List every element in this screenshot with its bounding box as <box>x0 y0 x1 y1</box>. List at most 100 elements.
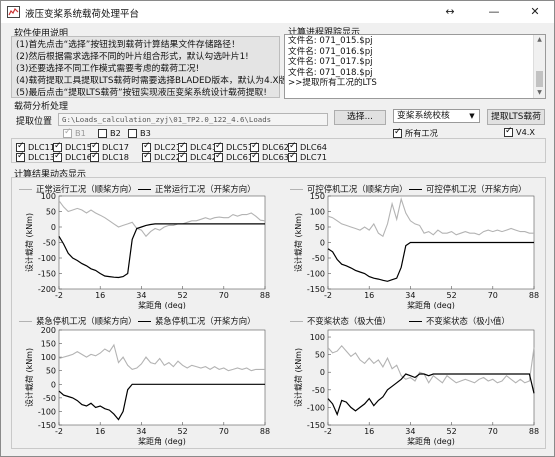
checkbox-dlc16[interactable]: ✓ DLC16 <box>53 150 93 162</box>
y-tick-label: -50 <box>312 386 325 395</box>
legend-swatch <box>409 321 422 322</box>
checkbox-all-cases[interactable]: ✓ 所有工况 <box>393 126 438 138</box>
checkbox-dlc18[interactable]: ✓ DLC18 <box>90 150 130 162</box>
load-chart-3: -2 16 34 52 70 88 -150 -100 -50 0 50 100 150 200 桨距角 (… <box>24 326 270 446</box>
x-axis-label: 桨距角 (deg) <box>138 436 186 446</box>
path-label: 提取位置 <box>16 117 53 127</box>
legend-item-2: 不变桨状态（极小值） <box>409 315 510 327</box>
select-button[interactable]: 选择... <box>334 110 386 125</box>
checkbox-dlc21[interactable]: ✓ DLC21 <box>142 140 182 152</box>
series-line-1 <box>327 197 534 238</box>
legend-swatch <box>138 189 151 190</box>
checkbox-dlc62[interactable]: ✓ DLC62 <box>250 140 290 152</box>
checkbox-dlc41[interactable]: ✓ DLC41 <box>178 140 218 152</box>
y-tick-label: 0 <box>320 368 325 377</box>
checkbox-b3[interactable]: B3 <box>128 128 151 138</box>
x-tick-label: 88 <box>260 427 270 436</box>
analysis-title: 载荷分析处理 <box>14 102 69 112</box>
x-tick-label: 70 <box>219 291 229 300</box>
checkbox-dlc15[interactable]: ✓ DLC15 <box>53 140 93 152</box>
y-tick-label: 150 <box>41 340 56 349</box>
resize-icon[interactable]: ↔ <box>445 5 455 18</box>
x-tick-label: -2 <box>324 291 332 300</box>
y-tick-label: 100 <box>310 333 325 342</box>
series-line-2 <box>58 223 265 279</box>
checkbox-version[interactable]: ✓ V4.X <box>504 125 536 137</box>
legend-item-2: 正常运行工况（开桨方向） <box>138 183 256 195</box>
x-tick-label: 34 <box>405 427 415 436</box>
checkbox-dlc13[interactable]: ✓ DLC13 <box>16 150 56 162</box>
x-tick-label: 52 <box>178 427 188 436</box>
x-tick-label: 70 <box>488 427 498 436</box>
close-button[interactable]: ✕ <box>530 5 540 18</box>
y-tick-label: 0 <box>51 380 56 389</box>
log-scrollbar[interactable]: ▲ ▼ <box>533 35 545 98</box>
legend-label: 紧急停机工况（顺桨方向） <box>36 316 137 326</box>
plot-area <box>58 195 266 290</box>
log-textbox[interactable]: 文件名: 071_015.$pj 文件名: 071_016.$pj 文件名: 0… <box>284 34 546 99</box>
scroll-thumb[interactable] <box>536 71 543 87</box>
x-tick-label: 88 <box>260 291 270 300</box>
checkbox-dlc61[interactable]: ✓ DLC61 <box>214 150 254 162</box>
checkbox-dlc42[interactable]: ✓ DLC42 <box>178 150 218 162</box>
y-tick-label: -100 <box>38 407 56 416</box>
log-line: 文件名: 071_016.$pj <box>288 46 373 57</box>
y-tick-label: 50 <box>46 208 56 217</box>
checkbox-b1[interactable]: ✓ B1 <box>63 126 86 138</box>
y-axis-label: 设计载荷 (kNm) <box>24 348 34 407</box>
checkbox-dlc71[interactable]: ✓ DLC71 <box>288 150 328 162</box>
checkbox-dlc22[interactable]: ✓ DLC22 <box>142 150 182 162</box>
y-tick-label: 200 <box>41 326 56 335</box>
legend-label: 不变桨状态（极大值） <box>307 316 391 326</box>
x-tick-label: 16 <box>95 427 105 436</box>
legend-swatch <box>19 321 32 322</box>
legend-label: 正常运行工况（顺桨方向） <box>36 184 137 194</box>
legend-swatch <box>409 189 422 190</box>
scroll-down-icon[interactable]: ▼ <box>537 89 542 96</box>
x-axis-label: 桨距角 (deg) <box>138 300 186 309</box>
y-tick-label: 0 <box>51 223 56 232</box>
legend-label: 正常运行工况（开桨方向） <box>155 184 256 194</box>
x-tick-label: 70 <box>219 427 229 436</box>
results-group <box>11 177 546 449</box>
legend-item-1: 正常运行工况（顺桨方向） <box>19 183 137 195</box>
path-input[interactable]: G:\Loads_calculation_zyj\01_TP2.0_122_4.… <box>58 113 328 126</box>
legend-label: 可控停机工况（顺桨方向） <box>307 184 408 194</box>
minimize-button[interactable]: — <box>488 5 500 18</box>
mode-select[interactable]: 变桨系统校核 ▼ <box>393 109 480 123</box>
legend-item-1: 可控停机工况（顺桨方向） <box>290 183 408 195</box>
results-title: 计算结果动态显示 <box>14 170 87 180</box>
checkbox-dlc17[interactable]: ✓ DLC17 <box>90 140 130 152</box>
y-tick-label: -150 <box>307 285 325 294</box>
mode-select-value: 变桨系统校核 <box>397 111 450 121</box>
load-chart-2: -2 16 34 52 70 88 -150 -100 -50 0 50 100 150 桨距角 (deg… <box>293 192 539 309</box>
extract-lts-button[interactable]: 提取LTS载荷 <box>487 109 545 125</box>
checkbox-dlc63[interactable]: ✓ DLC63 <box>250 150 290 162</box>
checkbox-dlc11[interactable]: ✓ DLC11 <box>16 140 56 152</box>
x-tick-label: 34 <box>136 427 146 436</box>
legend-swatch <box>138 321 151 322</box>
series-line-1 <box>58 200 266 238</box>
y-tick-label: -150 <box>38 421 56 430</box>
checkbox-dlc64[interactable]: ✓ DLC64 <box>288 140 328 152</box>
y-tick-label: 50 <box>46 367 56 376</box>
legend-label: 不变桨状态（极小值） <box>426 316 510 326</box>
checkbox-b2[interactable]: B2 <box>98 128 121 138</box>
y-tick-label: 100 <box>310 208 325 217</box>
load-chart-1: -2 16 34 52 70 88 -200 -150 -100 -50 0 50 100 桨距角 (de… <box>24 192 270 309</box>
legend-item-1: 紧急停机工况（顺桨方向） <box>19 315 137 327</box>
legend-label: 紧急停机工况（开桨方向） <box>155 316 256 326</box>
log-title: 计算进程跟踪显示 <box>288 28 361 38</box>
y-tick-label: -100 <box>307 403 325 412</box>
scroll-up-icon[interactable]: ▲ <box>537 36 542 43</box>
instruction-line: (1)首先点击“选择”按钮找到载荷计算结果文件存储路径！ <box>16 40 240 50</box>
log-line: 文件名: 071_017.$pj <box>288 57 373 67</box>
legend-swatch <box>19 189 32 190</box>
y-tick-label: 100 <box>41 353 56 362</box>
checkbox-dlc51[interactable]: ✓ DLC51 <box>214 140 254 152</box>
x-tick-label: 16 <box>95 291 105 300</box>
chevron-down-icon[interactable]: ▼ <box>469 112 475 120</box>
legend-label: 可控停机工况（开桨方向） <box>426 184 527 194</box>
legend-swatch <box>290 321 303 322</box>
